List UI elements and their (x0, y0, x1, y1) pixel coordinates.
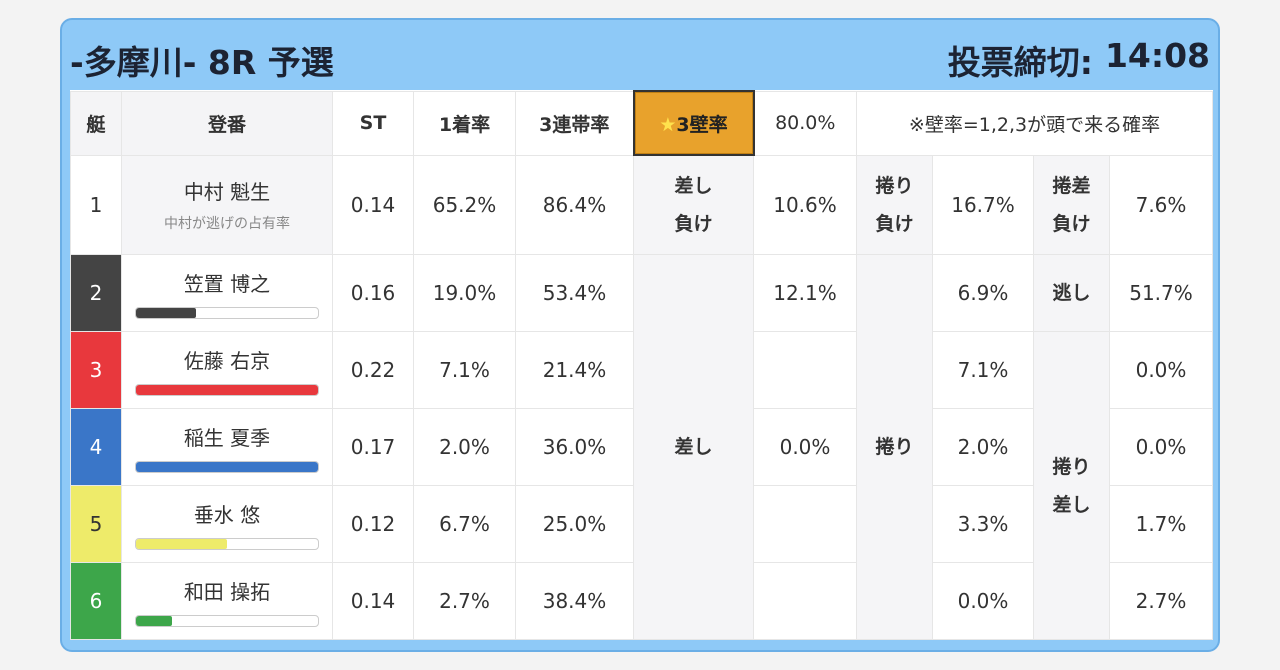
table-row: 4 稲生 夏季 0.17 2.0% 36.0% 0.0% 2.0% 0.0% (70, 408, 1213, 486)
racer-table: 艇 登番 ST 1着率 3連帯率 ★3壁率 80.0% ※壁率=1,2,3が頭で… (70, 90, 1213, 640)
racer-name: 垂水 悠 (193, 502, 261, 527)
racer-cell: 稲生 夏季 (121, 408, 333, 486)
trifecta-value: 21.4% (515, 331, 634, 409)
lane-number: 2 (70, 254, 122, 332)
racer-cell: 佐藤 右京 (121, 331, 333, 409)
makuri-label: 捲り (856, 254, 933, 640)
nige-value: 51.7% (1109, 254, 1213, 332)
race-card: -多摩川- 8R 予選 投票締切: 14:08 艇 登番 ST 1着率 3連帯率… (60, 18, 1220, 652)
sashi-value: 0.0% (753, 408, 857, 486)
racer-bar-fill (136, 307, 197, 318)
makurisashi-make-value: 7.6% (1109, 154, 1213, 255)
racer-bar (135, 460, 319, 473)
st-value: 0.14 (332, 154, 414, 255)
table-row: 5 垂水 悠 0.12 6.7% 25.0% 3.3% 1.7% (70, 485, 1213, 563)
wall-rate-value: 80.0% (753, 90, 857, 156)
sashi-make-value: 10.6% (753, 154, 857, 255)
makurisashi-label: 捲り 差し (1033, 331, 1110, 640)
st-value: 0.16 (332, 254, 414, 332)
table-row: 2 笠置 博之 0.16 19.0% 53.4% 差し 12.1% 捲り 6.9… (70, 254, 1213, 640)
lane-number: 6 (70, 562, 122, 640)
racer-name: 中村 魁生 (183, 180, 271, 205)
trifecta-value: 25.0% (515, 485, 634, 563)
st-value: 0.17 (332, 408, 414, 486)
st-value: 0.12 (332, 485, 414, 563)
table-row: 3 佐藤 右京 0.22 7.1% 21.4% 7.1% 捲り 差し 0.0% (70, 331, 1213, 640)
sashi-label: 差し (633, 254, 754, 640)
star-icon: ★ (659, 113, 677, 136)
racer-cell: 和田 操拓 (121, 562, 333, 640)
first-rate-value: 2.0% (413, 408, 516, 486)
lane-number: 4 (70, 408, 122, 486)
makurisashi-value: 0.0% (1109, 331, 1213, 409)
nige-label: 逃し (1033, 254, 1110, 332)
makuri-value: 0.0% (932, 562, 1034, 640)
first-rate-value: 2.7% (413, 562, 516, 640)
racer-name: 佐藤 右京 (183, 348, 271, 373)
wall-rate-button[interactable]: ★3壁率 (632, 90, 755, 156)
racer-bar (135, 383, 319, 396)
sashi-value-empty (753, 485, 857, 563)
race-header: -多摩川- 8R 予選 投票締切: 14:08 (70, 32, 1210, 88)
col-first-rate: 1着率 (413, 90, 516, 156)
wall-rate-label: 3壁率 (676, 113, 728, 136)
racer-cell: 中村 魁生 中村が逃げの占有率 (121, 154, 333, 255)
racer-name: 笠置 博之 (183, 271, 271, 296)
deadline-label: 投票締切: (947, 43, 1093, 82)
sashi-value: 12.1% (753, 254, 857, 332)
col-name: 登番 (121, 90, 333, 156)
racer-name: 和田 操拓 (183, 579, 271, 604)
racer-cell: 笠置 博之 (121, 254, 333, 332)
racer-bar-fill (136, 538, 227, 549)
deadline-time: 14:08 (1104, 36, 1210, 75)
first-rate-value: 6.7% (413, 485, 516, 563)
sashi-value-empty (753, 331, 857, 409)
st-value: 0.22 (332, 331, 414, 409)
sashi-make-label: 差し 負け (633, 154, 754, 255)
makuri-value: 2.0% (932, 408, 1034, 486)
sashi-value-empty (753, 562, 857, 640)
trifecta-value: 38.4% (515, 562, 634, 640)
racer-bar (135, 614, 319, 627)
makurisashi-make-label: 捲差 負け (1033, 154, 1110, 255)
trifecta-value: 36.0% (515, 408, 634, 486)
race-title: -多摩川- 8R 予選 (70, 43, 334, 82)
makurisashi-value: 2.7% (1109, 562, 1213, 640)
makuri-make-label: 捲り 負け (856, 154, 933, 255)
first-rate-value: 7.1% (413, 331, 516, 409)
st-value: 0.14 (332, 562, 414, 640)
racer-bar (135, 537, 319, 550)
racer-bar-fill (136, 384, 318, 395)
col-trifecta-rate: 3連帯率 (515, 90, 634, 156)
table-header-row: 艇 登番 ST 1着率 3連帯率 ★3壁率 80.0% ※壁率=1,2,3が頭で… (70, 90, 1213, 156)
trifecta-value: 53.4% (515, 254, 634, 332)
col-st: ST (332, 90, 414, 156)
deadline: 投票締切: 14:08 (948, 36, 1210, 84)
first-rate-value: 65.2% (413, 154, 516, 255)
makurisashi-value: 1.7% (1109, 485, 1213, 563)
makuri-make-value: 16.7% (932, 154, 1034, 255)
racer-cell: 垂水 悠 (121, 485, 333, 563)
table-row: 6 和田 操拓 0.14 2.7% 38.4% 0.0% 2.7% (70, 562, 1213, 640)
makurisashi-value: 0.0% (1109, 408, 1213, 486)
makuri-value: 7.1% (932, 331, 1034, 409)
racer-bar-fill (136, 461, 318, 472)
lane-number: 3 (70, 331, 122, 409)
racer-name: 稲生 夏季 (183, 425, 271, 450)
racer-sub: 中村が逃げの占有率 (164, 216, 290, 233)
first-rate-value: 19.0% (413, 254, 516, 332)
table-row: 1 中村 魁生 中村が逃げの占有率 0.14 65.2% 86.4% 差し 負け … (70, 154, 1213, 255)
col-lane: 艇 (70, 90, 122, 156)
racer-bar (135, 306, 319, 319)
wall-rate-note: ※壁率=1,2,3が頭で来る確率 (856, 90, 1213, 156)
racer-bar-fill (136, 615, 173, 626)
lane-number: 5 (70, 485, 122, 563)
lane-number: 1 (70, 154, 122, 255)
trifecta-value: 86.4% (515, 154, 634, 255)
makuri-value: 6.9% (932, 254, 1034, 332)
makuri-value: 3.3% (932, 485, 1034, 563)
